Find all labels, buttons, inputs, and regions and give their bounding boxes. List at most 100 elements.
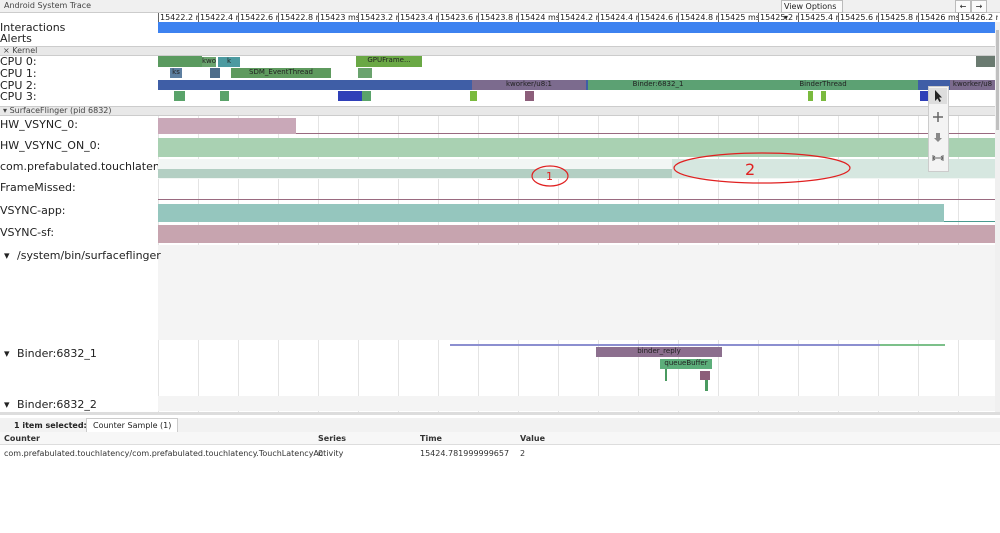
tick-label: 15426.2 ms: [958, 13, 998, 22]
tick-label: 15423.4 ms: [398, 13, 438, 22]
tick-label: 15424.8 ms: [678, 13, 718, 22]
pan-tool[interactable]: [933, 112, 943, 122]
column-header[interactable]: Value: [520, 434, 546, 443]
track-label: FrameMissed:: [0, 181, 76, 194]
counter-line: [158, 199, 995, 200]
slice[interactable]: [808, 91, 813, 101]
tick-label: 15425.8 ms: [878, 13, 918, 22]
selection-count: 1 item selected:: [14, 421, 87, 430]
column-header[interactable]: Series: [318, 434, 347, 443]
view-options[interactable]: View Options ▾: [781, 0, 843, 22]
slice[interactable]: BinderThread: [728, 80, 918, 90]
counter-area[interactable]: [158, 138, 995, 157]
slice[interactable]: SDM_EventThread: [231, 68, 331, 78]
table-header: [0, 432, 1000, 445]
track-label: CPU 1:: [0, 67, 37, 80]
back-button[interactable]: ←: [955, 0, 971, 13]
slice[interactable]: GPUFrame...: [356, 56, 422, 67]
slice[interactable]: [525, 91, 534, 101]
slice[interactable]: [174, 91, 185, 101]
track-label: HW_VSYNC_ON_0:: [0, 139, 101, 152]
tick-label: 15422.4 ms: [198, 13, 238, 22]
section-title: Kernel: [12, 46, 38, 55]
counter-area[interactable]: [158, 204, 944, 222]
track-label: Interactions: [0, 21, 66, 34]
slice[interactable]: ks: [170, 68, 182, 78]
slice[interactable]: [705, 380, 708, 391]
counter-area[interactable]: [158, 118, 296, 134]
annotation-circle: [531, 165, 569, 187]
slice[interactable]: Binder:6832_1: [588, 80, 728, 90]
interaction-bar[interactable]: [158, 22, 995, 33]
track-label: CPU 2:: [0, 79, 37, 92]
thread-state: [880, 344, 945, 346]
section-header[interactable]: ▾ SurfaceFlinger (pid 6832): [0, 106, 995, 116]
tick-label: 15424.6 ms: [638, 13, 678, 22]
slice[interactable]: [220, 91, 229, 101]
slice[interactable]: k: [218, 57, 240, 67]
scrollbar[interactable]: [995, 22, 1000, 412]
track-label: VSYNC-sf:: [0, 226, 55, 239]
track-label: HW_VSYNC_0:: [0, 118, 78, 131]
column-header[interactable]: Time: [420, 434, 442, 443]
pointer-icon: [935, 90, 942, 102]
scrollbar-thumb[interactable]: [996, 30, 999, 130]
column-header[interactable]: Counter: [4, 434, 40, 443]
slice[interactable]: queueBuffer: [660, 359, 712, 369]
section-title: SurfaceFlinger (pid 6832): [9, 106, 112, 115]
slice[interactable]: kworker/u8:1: [472, 80, 586, 90]
track-label[interactable]: ▾ Binder:6832_2: [4, 398, 97, 411]
track-label: VSYNC-app:: [0, 204, 66, 217]
slice[interactable]: [470, 91, 477, 101]
track-label[interactable]: ▾ Binder:6832_1: [4, 347, 97, 360]
tick-label: 15425.2 ms: [758, 13, 798, 22]
zoom-tool[interactable]: [934, 133, 942, 142]
tick-label: 15423.8 ms: [478, 13, 518, 22]
slice[interactable]: binder_reply: [596, 347, 722, 357]
tick-label: 15425 ms: [718, 13, 758, 22]
thread-name: Binder:6832_1: [17, 347, 97, 360]
thread-name: /system/bin/surfaceflinger: [17, 249, 161, 262]
tool-palette: [928, 86, 949, 172]
cell: 15424.781999999657: [420, 449, 510, 458]
app-title: Android System Trace: [4, 1, 92, 10]
thread-bg: [158, 396, 995, 411]
tick-label: 15424.4 ms: [598, 13, 638, 22]
title-bar: [0, 0, 1000, 13]
slice[interactable]: [665, 369, 667, 381]
section-header[interactable]: × Kernel: [0, 46, 995, 56]
slice[interactable]: kwo: [202, 57, 216, 67]
counter-area[interactable]: [158, 169, 672, 178]
thread-state: [450, 344, 945, 346]
counter-area[interactable]: [158, 225, 995, 243]
annotation-text: 1: [546, 170, 553, 183]
slice[interactable]: [976, 56, 995, 67]
slice[interactable]: [821, 91, 826, 101]
tick-label: 15422.6 ms: [238, 13, 278, 22]
slice[interactable]: [362, 91, 371, 101]
annotation-circle: [673, 152, 851, 184]
tick-label: 15423.6 ms: [438, 13, 478, 22]
slice[interactable]: [358, 68, 372, 78]
cell: 2: [520, 449, 526, 458]
counter-area[interactable]: [672, 159, 995, 178]
slice[interactable]: [338, 91, 362, 101]
track-label[interactable]: ▾ /system/bin/surfaceflinger: [4, 249, 161, 262]
tool-icons: [929, 88, 947, 161]
track-label: CPU 0:: [0, 55, 37, 68]
tab[interactable]: Counter Sample (1): [86, 418, 179, 432]
timing-tool[interactable]: [932, 155, 944, 161]
track-label: com.prefabulated.touchlatenc...: [0, 160, 177, 173]
slice[interactable]: [158, 56, 202, 67]
slice[interactable]: [210, 68, 220, 78]
slice[interactable]: [700, 371, 710, 380]
thread-bg: [158, 245, 995, 340]
thread-name: Binder:6832_2: [17, 398, 97, 411]
forward-button[interactable]: →: [971, 0, 987, 13]
slice[interactable]: kworker/u8: [950, 80, 995, 90]
tick-label: 15423.2 ms: [358, 13, 398, 22]
track-label: Alerts: [0, 32, 32, 45]
